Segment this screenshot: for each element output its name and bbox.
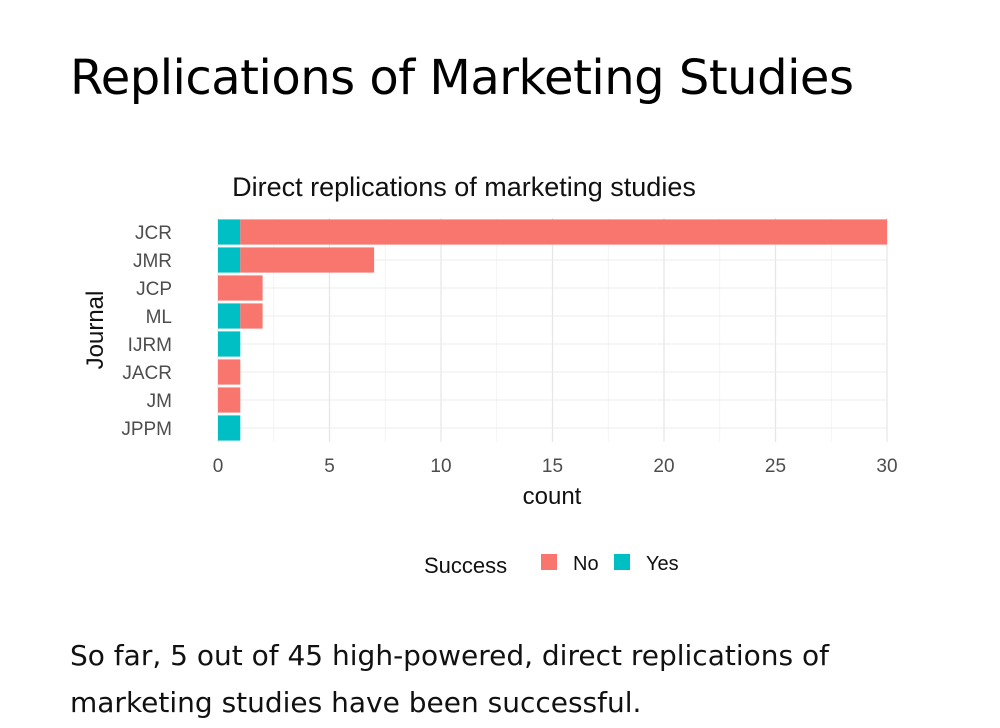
- y-tick-labels: JCR JMR JCP ML IJRM JACR JM JPPM: [121, 223, 172, 440]
- x-axis-label: count: [523, 483, 582, 510]
- y-tick-label: JPPM: [121, 419, 172, 440]
- bar-jmr-no: [240, 247, 375, 273]
- bar-ijrm-yes: [218, 331, 241, 357]
- bar-jcr-no: [240, 219, 888, 245]
- x-tick-label: 20: [653, 456, 674, 477]
- x-tick-label: 25: [765, 456, 786, 477]
- bar-jcr-yes: [218, 219, 241, 245]
- legend-label-yes: Yes: [646, 553, 679, 575]
- y-tick-label: JCP: [136, 279, 172, 300]
- x-tick-label: 5: [324, 456, 335, 477]
- y-axis-label: Journal: [82, 291, 109, 370]
- y-tick-label: ML: [146, 307, 172, 328]
- x-tick-label: 15: [542, 456, 563, 477]
- x-tick-label: 10: [430, 456, 451, 477]
- y-tick-label: IJRM: [128, 335, 172, 356]
- bar-jmr-yes: [218, 247, 241, 273]
- bar-ml-no: [240, 303, 263, 329]
- legend-swatch-no: [541, 554, 557, 570]
- bar-jacr-no: [218, 359, 241, 385]
- bar-jm-no: [218, 387, 241, 413]
- legend-title: Success: [424, 553, 507, 578]
- slide-title: Replications of Marketing Studies: [70, 50, 854, 106]
- x-tick-label: 30: [876, 456, 897, 477]
- slide-caption: So far, 5 out of 45 high-powered, direct…: [70, 639, 829, 719]
- bar-jcp-no: [218, 275, 263, 301]
- legend: Success No Yes: [424, 553, 679, 578]
- x-tick-labels: 0 5 10 15 20 25 30: [213, 456, 898, 477]
- chart-title: Direct replications of marketing studies: [232, 172, 696, 202]
- legend-swatch-yes: [614, 554, 630, 570]
- bar-ml-yes: [218, 303, 241, 329]
- y-tick-label: JM: [147, 391, 172, 412]
- y-tick-label: JCR: [135, 223, 172, 244]
- x-tick-label: 0: [213, 456, 224, 477]
- bar-chart: Direct replications of marketing studies…: [82, 172, 898, 578]
- legend-items: No Yes: [541, 553, 679, 575]
- y-tick-label: JACR: [122, 363, 172, 384]
- bar-jppm-yes: [218, 415, 241, 441]
- y-tick-label: JMR: [133, 251, 172, 272]
- bars: [218, 219, 888, 441]
- legend-label-no: No: [573, 553, 599, 575]
